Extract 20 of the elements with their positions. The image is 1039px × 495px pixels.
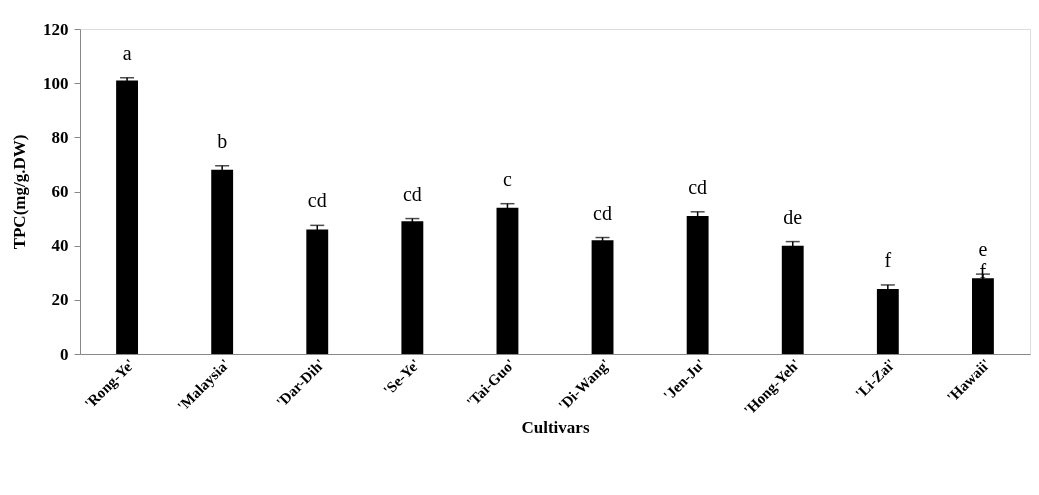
data-label: cd (688, 175, 708, 198)
bar (971, 278, 994, 354)
data-label: de (783, 205, 803, 228)
x-axis-title: Cultivars (521, 418, 590, 438)
y-tick-label: 120 (43, 19, 69, 39)
y-tick-label: 100 (43, 73, 69, 93)
bar (876, 289, 899, 354)
data-label: cd (593, 201, 612, 224)
data-label: c (503, 167, 513, 190)
y-tick-label: 20 (51, 290, 69, 310)
y-tick-label: 60 (51, 182, 69, 201)
data-label: cd (402, 182, 422, 205)
data-label: cd (307, 189, 327, 212)
data-label: b (217, 129, 228, 152)
y-axis-title: TPC(mg/g.DW) (10, 134, 29, 250)
y-tick-label: 40 (51, 236, 69, 256)
y-tick-label: 0 (60, 344, 69, 364)
data-label: a (122, 41, 132, 64)
y-tick-label: 80 (51, 127, 69, 147)
data-label: f (884, 248, 892, 271)
